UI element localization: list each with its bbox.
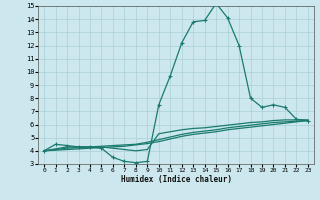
X-axis label: Humidex (Indice chaleur): Humidex (Indice chaleur) bbox=[121, 175, 231, 184]
